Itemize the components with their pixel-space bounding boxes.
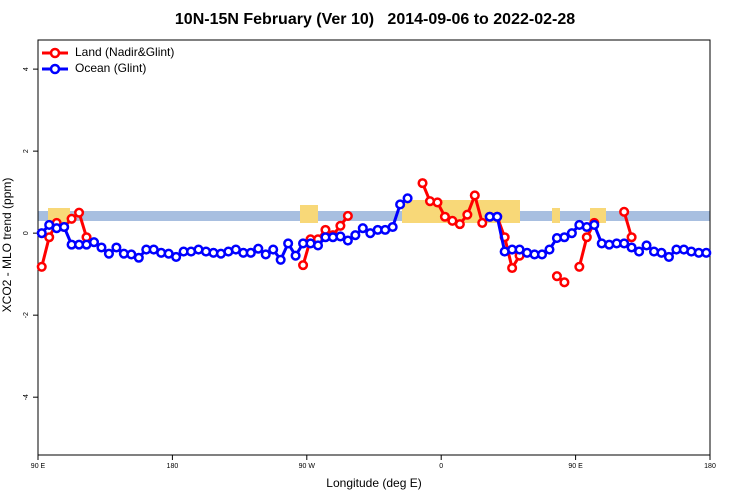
x-tick-label: 180 <box>167 463 179 470</box>
data-point <box>171 251 182 262</box>
data-point <box>417 178 428 189</box>
data-point <box>462 209 473 220</box>
data-point <box>387 221 398 233</box>
data-point <box>656 247 667 258</box>
legend-marker <box>49 47 61 59</box>
data-point <box>335 220 346 231</box>
data-point <box>559 277 570 288</box>
data-point <box>66 213 77 224</box>
data-point <box>111 242 122 253</box>
data-point <box>312 240 324 251</box>
data-point <box>96 242 107 253</box>
data-point <box>357 223 368 234</box>
legend: Land (Nadir&Glint) Ocean (Glint) <box>42 45 174 75</box>
data-point <box>544 244 555 255</box>
plot-frame <box>37 39 711 456</box>
data-point <box>283 238 294 249</box>
data-point <box>36 228 47 239</box>
legend-marker <box>49 63 61 75</box>
data-point <box>663 251 674 262</box>
data-point <box>342 235 353 246</box>
data-point <box>298 260 309 271</box>
data-point <box>44 232 55 243</box>
data-point <box>74 207 85 218</box>
data-point <box>59 221 70 233</box>
data-point <box>634 246 645 257</box>
data-point <box>626 232 637 243</box>
data-point <box>268 244 279 255</box>
data-point <box>469 190 480 201</box>
data-point <box>477 217 488 228</box>
x-tick-label: 180 <box>704 463 716 470</box>
data-point <box>551 271 562 282</box>
data-point <box>619 206 630 217</box>
data-point <box>559 232 570 243</box>
chart-title: 10N-15N February (Ver 10) 2014-09-06 to … <box>175 11 575 28</box>
legend-label: Land (Nadir&Glint) <box>75 45 174 59</box>
data-point <box>350 230 361 241</box>
x-axis-label: Longitude (deg E) <box>326 476 421 490</box>
data-point <box>36 261 47 272</box>
x-tick-label: 90 W <box>299 463 316 470</box>
data-point <box>335 231 346 242</box>
data-point <box>454 219 465 230</box>
data-point <box>536 249 548 260</box>
land-ocean-band <box>38 200 710 223</box>
data-point <box>245 247 256 258</box>
data-point <box>133 252 144 263</box>
y-axis-label: XCO2 - MLO trend (ppm) <box>0 178 14 313</box>
data-point <box>260 249 271 260</box>
data-point <box>103 248 114 259</box>
data-point <box>581 232 592 243</box>
data-point <box>626 242 637 253</box>
x-tick-label: 90 E <box>568 463 583 470</box>
y-tick-label: -4 <box>23 394 30 400</box>
data-point <box>439 211 450 222</box>
y-tick-label: 2 <box>23 149 30 153</box>
y-tick-label: 0 <box>23 231 30 235</box>
data-point <box>507 262 518 274</box>
data-point <box>253 243 264 254</box>
data-point <box>574 261 585 272</box>
data-point <box>492 211 503 222</box>
data-point <box>88 237 100 248</box>
x-tick-label: 90 E <box>31 463 46 470</box>
data-point <box>589 219 600 230</box>
data-point <box>432 197 443 208</box>
data-point <box>402 193 413 204</box>
data-point <box>275 254 286 265</box>
x-tick-label: 0 <box>439 463 443 470</box>
data-point <box>701 247 712 258</box>
data-point <box>290 250 301 261</box>
data-point <box>641 240 652 251</box>
data-point <box>342 210 353 221</box>
data-point <box>566 228 577 239</box>
y-tick-label: -2 <box>23 312 30 318</box>
legend-label: Ocean (Glint) <box>75 61 146 75</box>
data-point <box>395 199 406 210</box>
y-tick-label: 4 <box>23 67 30 71</box>
data-point <box>619 238 630 249</box>
